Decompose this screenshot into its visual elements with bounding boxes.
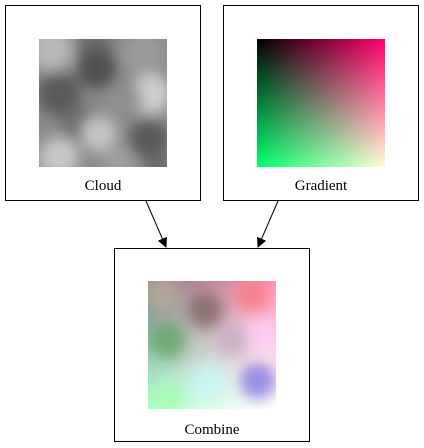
cloud-texture-image xyxy=(39,39,167,167)
cloud-label: Cloud xyxy=(84,178,122,194)
combine-node[interactable]: Combine xyxy=(114,248,310,442)
gradient-label: Gradient xyxy=(294,178,348,194)
gradient-texture-image xyxy=(257,39,385,167)
edge-gradient-to-combine xyxy=(257,200,279,248)
combine-texture-image xyxy=(148,281,276,409)
cloud-node[interactable]: Cloud xyxy=(5,5,201,201)
gradient-node[interactable]: Gradient xyxy=(223,5,419,201)
combine-label: Combine xyxy=(184,422,240,438)
edge-cloud-to-combine xyxy=(145,200,167,248)
